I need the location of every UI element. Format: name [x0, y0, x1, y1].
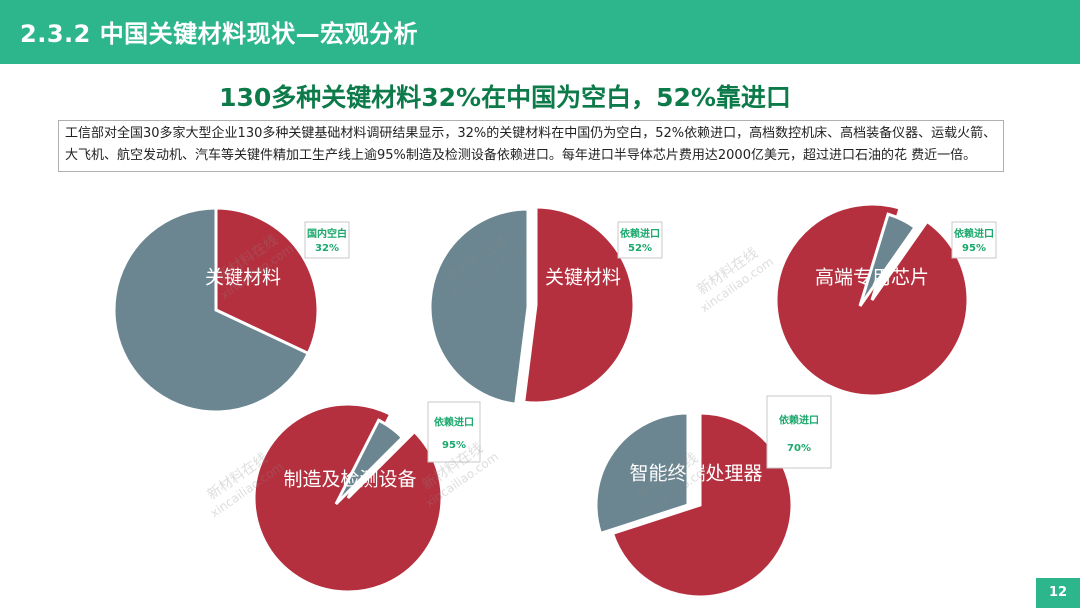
callout-box: [427, 401, 481, 463]
pie-chart-5: 智能终端处理器 依赖进口 70%: [594, 395, 832, 599]
pie-label: 关键材料: [545, 267, 621, 289]
callout-label: 依赖进口: [954, 227, 994, 240]
pie-slice-highlight: [774, 202, 970, 398]
pie-slice-rest: [334, 418, 405, 506]
callout-value: 70%: [787, 443, 811, 454]
page-number: 12: [1036, 578, 1080, 608]
callout-box: [304, 221, 350, 259]
pie-slice-highlight: [252, 402, 444, 594]
pie-chart-2: 关键材料 依赖进口 52%: [428, 205, 663, 406]
pie-chart-3: 高端专用芯片 依赖进口 95%: [774, 202, 997, 398]
pie-slice-rest: [858, 212, 918, 307]
pie-slice-highlight: [522, 205, 636, 405]
pie-slice-rest: [594, 411, 690, 536]
pie-label: 智能终端处理器: [629, 463, 762, 485]
callout-value: 95%: [962, 243, 986, 254]
callout-box: [617, 221, 663, 259]
pie-slice-rest: [428, 207, 530, 406]
header-bar: 2.3.2 中国关键材料现状—宏观分析: [0, 0, 1080, 64]
callout-box: [951, 221, 997, 259]
callout-label: 依赖进口: [779, 413, 819, 426]
pie-label: 制造及检测设备: [283, 469, 416, 491]
pie-chart-1: 关键材料 国内空白 32%: [112, 206, 350, 414]
callout-value: 32%: [315, 243, 339, 254]
callout-label: 国内空白: [307, 227, 347, 240]
slide-title: 130多种关键材料32%在中国为空白，52%靠进口: [219, 83, 791, 112]
pie-label: 关键材料: [205, 267, 281, 289]
pie-label: 高端专用芯片: [815, 267, 929, 289]
pie-chart-4: 制造及检测设备 依赖进口 95%: [252, 401, 481, 594]
callout-label: 依赖进口: [434, 415, 474, 428]
pie-slice-rest: [112, 206, 311, 414]
callout-value: 52%: [628, 243, 652, 254]
callout-label: 依赖进口: [620, 227, 660, 240]
pie-slice-highlight: [610, 411, 794, 599]
pie-slice-highlight: [214, 206, 320, 356]
callout-value: 95%: [442, 440, 466, 451]
callout-box: [766, 395, 832, 469]
header-title: 2.3.2 中国关键材料现状—宏观分析: [20, 20, 419, 48]
description-box: 工信部对全国30多家大型企业130多种关键基础材料调研结果显示，32%的关键材料…: [58, 120, 1004, 172]
